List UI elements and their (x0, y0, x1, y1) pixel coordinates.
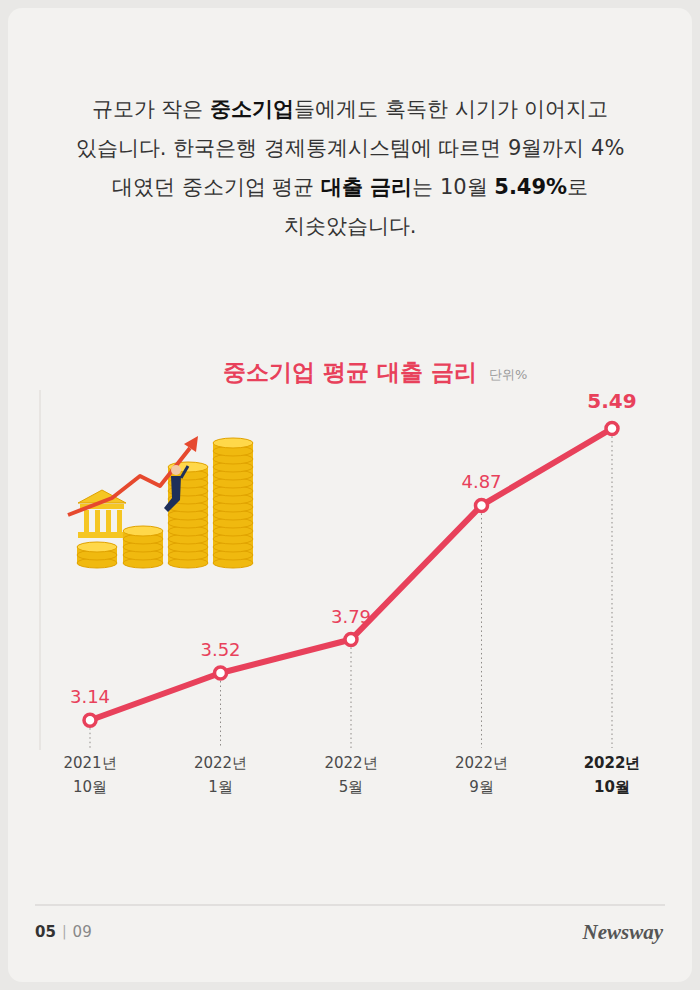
guide-line (481, 513, 482, 748)
figure-head (171, 465, 181, 475)
bank-column (95, 510, 100, 532)
tick-label-line: 5월 (339, 778, 364, 796)
x-tick-label: 2022년 5월 (324, 754, 377, 796)
guide-line (90, 728, 91, 748)
trend-arrow (68, 448, 190, 515)
x-tick-label: 2022년 10월 (584, 754, 641, 796)
figure-arm (181, 466, 188, 478)
guide-line (612, 436, 613, 748)
y-axis-line (40, 390, 41, 750)
tick-label-line: 2022년 (194, 754, 247, 772)
emphasis-text: 5.49% (494, 175, 567, 199)
coin-top (213, 438, 253, 448)
tick-label-line: 2022년 (584, 754, 641, 772)
figure-body (164, 476, 181, 512)
tick-label-line: 10월 (594, 778, 630, 796)
bank-column (84, 510, 89, 532)
page: 중소기업 평균 대출 금리 단위% 3.14 3.52 3.79 4.87 5.49 2021… (0, 0, 700, 990)
illustration (68, 436, 253, 568)
unit-label: 단위% (489, 367, 527, 382)
intro-paragraph: 규모가 작은 중소기업들에게도 혹독한 시기가 이어지고 있습니다. 한국은행 … (45, 90, 655, 246)
card-background (8, 8, 692, 982)
guide-line (220, 681, 221, 748)
data-point (215, 667, 227, 679)
arrow-head (184, 436, 198, 452)
tick-label-line: 10월 (73, 778, 107, 796)
data-point (606, 422, 618, 434)
emphasis-text: 대출 금리 (321, 175, 412, 199)
data-label: 3.79 (331, 606, 371, 627)
tick-label-line: 9월 (469, 778, 494, 796)
x-tick-label: 2021년 10월 (63, 754, 116, 796)
data-point (84, 714, 96, 726)
tick-label-line: 2021년 (63, 754, 116, 772)
body-text: 는 10월 (412, 175, 494, 199)
bank-column (117, 510, 122, 532)
data-label: 5.49 (587, 389, 636, 413)
page-number: 05 (35, 923, 56, 941)
data-label: 3.14 (70, 686, 110, 707)
coin-top (123, 526, 163, 536)
data-point (345, 634, 357, 646)
tick-label-line: 2022년 (324, 754, 377, 772)
brand-logo: Newsway (582, 920, 664, 944)
bank-column (106, 510, 111, 532)
data-line (90, 428, 612, 720)
tick-label-line: 2022년 (455, 754, 508, 772)
body-text: 규모가 작은 (92, 97, 210, 121)
x-tick-label: 2022년 1월 (194, 754, 247, 796)
plot-area (84, 422, 618, 748)
bank-base (78, 532, 126, 538)
guide-line (351, 648, 352, 748)
data-label: 4.87 (461, 471, 501, 492)
chart-title: 중소기업 평균 대출 금리 (223, 359, 477, 385)
data-point (476, 499, 488, 511)
page-total: 09 (73, 923, 92, 941)
footer-rule (35, 905, 665, 906)
page-separator: | (62, 923, 67, 940)
coin-top (77, 542, 117, 552)
tick-label-line: 1월 (208, 778, 233, 796)
emphasis-text: 중소기업 (210, 97, 294, 121)
x-tick-label: 2022년 9월 (455, 754, 508, 796)
data-label: 3.52 (200, 639, 240, 660)
